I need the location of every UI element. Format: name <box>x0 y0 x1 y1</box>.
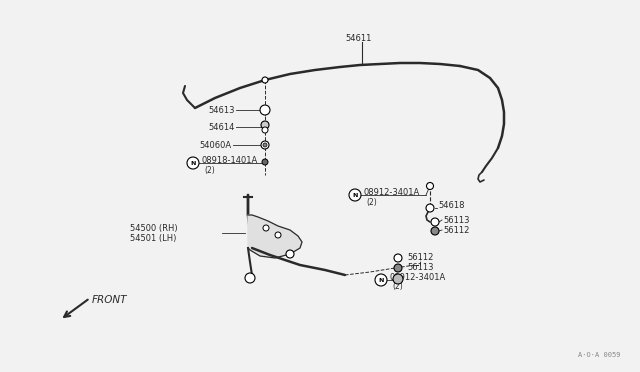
Text: 54060A: 54060A <box>200 141 232 150</box>
Circle shape <box>261 141 269 149</box>
Text: (2): (2) <box>204 166 215 174</box>
Text: 08912-3401A: 08912-3401A <box>363 187 419 196</box>
Text: 56113: 56113 <box>407 263 433 272</box>
Circle shape <box>262 127 268 133</box>
Circle shape <box>426 204 434 212</box>
Text: 56112: 56112 <box>443 225 469 234</box>
Circle shape <box>261 121 269 129</box>
Text: 54500 (RH): 54500 (RH) <box>130 224 178 232</box>
Circle shape <box>263 143 267 147</box>
Circle shape <box>187 157 199 169</box>
Circle shape <box>431 227 439 235</box>
Circle shape <box>349 189 361 201</box>
Circle shape <box>375 274 387 286</box>
Circle shape <box>260 105 270 115</box>
Text: N: N <box>352 192 358 198</box>
Text: 56112: 56112 <box>407 253 433 262</box>
Text: FRONT: FRONT <box>92 295 127 305</box>
Circle shape <box>275 232 281 238</box>
Text: N: N <box>190 160 196 166</box>
Text: 54501 (LH): 54501 (LH) <box>130 234 177 243</box>
Text: (2): (2) <box>366 198 377 206</box>
Circle shape <box>262 159 268 165</box>
Text: A·O·A 0059: A·O·A 0059 <box>577 352 620 358</box>
Text: 54611: 54611 <box>345 33 371 42</box>
Text: 54618: 54618 <box>438 201 465 209</box>
Circle shape <box>394 254 402 262</box>
Circle shape <box>393 274 403 284</box>
Text: 54614: 54614 <box>209 122 235 131</box>
Text: 08918-1401A: 08918-1401A <box>201 155 257 164</box>
Text: (2): (2) <box>392 282 403 292</box>
Polygon shape <box>248 215 302 258</box>
Circle shape <box>431 218 439 226</box>
Circle shape <box>263 225 269 231</box>
Circle shape <box>394 264 402 272</box>
Circle shape <box>245 273 255 283</box>
Circle shape <box>286 250 294 258</box>
Circle shape <box>262 77 268 83</box>
Circle shape <box>426 183 433 189</box>
Text: 54613: 54613 <box>209 106 235 115</box>
Text: 56113: 56113 <box>443 215 470 224</box>
Text: N: N <box>378 278 384 282</box>
Text: 08912-3401A: 08912-3401A <box>389 273 445 282</box>
